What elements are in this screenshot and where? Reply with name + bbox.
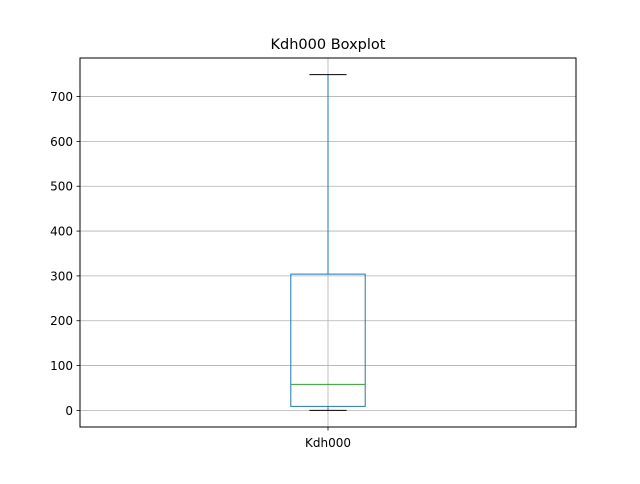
- y-tick-label: 0: [65, 404, 73, 418]
- plot-frame: [79, 57, 577, 428]
- x-tick-label: Kdh000: [305, 436, 351, 450]
- chart-title: Kdh000 Boxplot: [271, 37, 386, 53]
- axis-layer: 0 100 200 300 400 500 600 700 Kdh000: [50, 90, 351, 450]
- y-tick-label: 300: [50, 269, 73, 283]
- box-layer: [290, 74, 366, 411]
- y-tick-label: 400: [50, 225, 73, 239]
- y-tick-label: 100: [50, 359, 73, 373]
- y-tick-label: 200: [50, 314, 73, 328]
- y-tick-label: 700: [50, 90, 73, 104]
- y-tick-label: 500: [50, 180, 73, 194]
- box-iqr: [290, 273, 366, 407]
- y-tick-label: 600: [50, 135, 73, 149]
